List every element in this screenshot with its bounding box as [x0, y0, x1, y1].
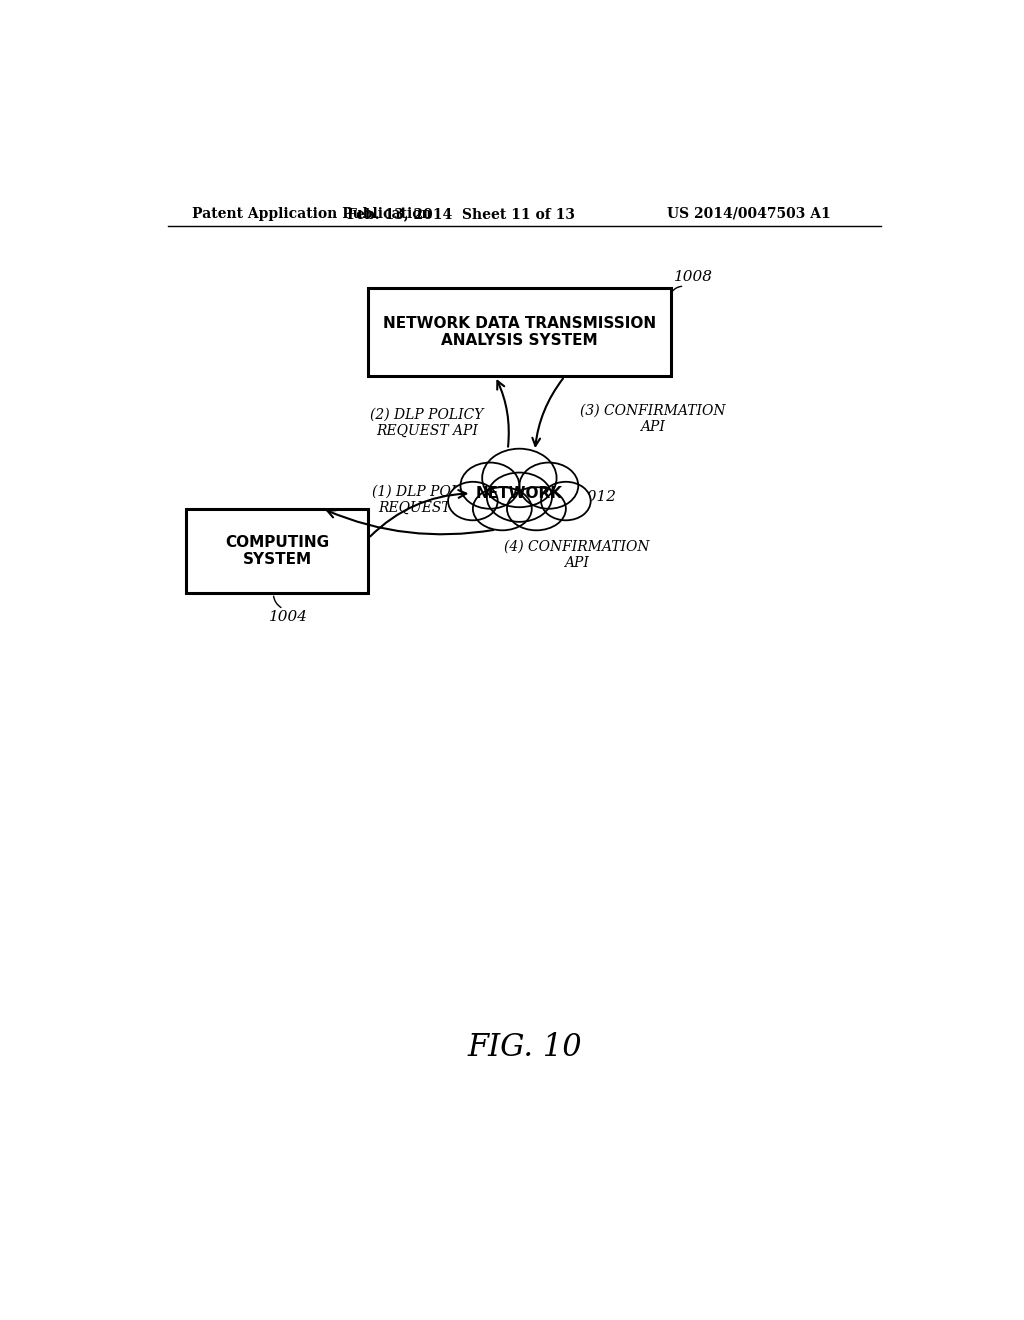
Text: 1004: 1004 — [269, 610, 308, 624]
Ellipse shape — [482, 449, 557, 507]
Text: (3) CONFIRMATION
API: (3) CONFIRMATION API — [581, 404, 726, 434]
FancyBboxPatch shape — [186, 508, 369, 594]
Ellipse shape — [449, 482, 498, 520]
Ellipse shape — [541, 482, 591, 520]
Text: FIG. 10: FIG. 10 — [468, 1032, 582, 1063]
Text: Feb. 13, 2014  Sheet 11 of 13: Feb. 13, 2014 Sheet 11 of 13 — [347, 207, 575, 220]
Ellipse shape — [461, 462, 519, 508]
Text: NETWORK DATA TRANSMISSION
ANALYSIS SYSTEM: NETWORK DATA TRANSMISSION ANALYSIS SYSTE… — [383, 315, 656, 348]
Ellipse shape — [473, 487, 531, 531]
Text: NETWORK: NETWORK — [476, 486, 563, 500]
Text: (1) DLP POLICY
REQUEST API: (1) DLP POLICY REQUEST API — [372, 484, 485, 515]
Text: (4) CONFIRMATION
API: (4) CONFIRMATION API — [504, 540, 649, 570]
Ellipse shape — [519, 462, 579, 508]
Text: 1008: 1008 — [675, 269, 714, 284]
Text: Patent Application Publication: Patent Application Publication — [191, 207, 431, 220]
Ellipse shape — [486, 473, 552, 521]
FancyBboxPatch shape — [369, 288, 671, 376]
Ellipse shape — [507, 487, 566, 531]
Text: (2) DLP POLICY
REQUEST API: (2) DLP POLICY REQUEST API — [371, 408, 483, 438]
Text: 1012: 1012 — [578, 490, 616, 504]
Text: COMPUTING
SYSTEM: COMPUTING SYSTEM — [225, 535, 330, 568]
Text: US 2014/0047503 A1: US 2014/0047503 A1 — [667, 207, 830, 220]
